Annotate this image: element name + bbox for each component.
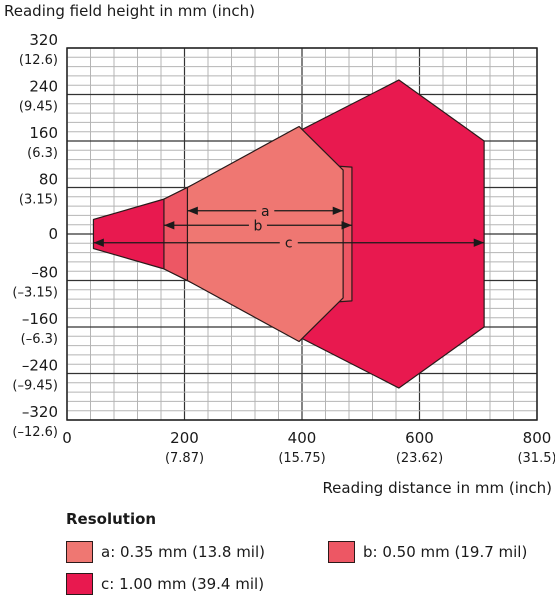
- y-tick-sublabel: (3.15): [19, 193, 58, 208]
- legend-swatch-c: [66, 573, 93, 595]
- legend-item-a: a: 0.35 mm (13.8 mil): [66, 541, 265, 563]
- dimension-label-b: b: [253, 218, 262, 234]
- legend-label-a: a: 0.35 mm (13.8 mil): [101, 543, 265, 561]
- y-tick-label: 160: [29, 124, 58, 142]
- y-tick-label: –80: [31, 264, 58, 282]
- y-axis-title: Reading field height in mm (inch): [4, 2, 255, 20]
- y-tick-label: 0: [48, 225, 58, 243]
- chart-canvas: ab c 320 (12.6) 240 (9.45) 160 (6.3) 80 (3.15) 0 –8…: [12, 31, 555, 466]
- x-tick-sublabel: (23.62): [396, 451, 443, 466]
- reading-field-a: [186, 125, 344, 343]
- legend-item-b: b: 0.50 mm (19.7 mil): [328, 541, 527, 563]
- y-tick-sublabel: (9.45): [19, 100, 58, 115]
- x-tick-sublabel: (7.87): [165, 451, 204, 466]
- y-tick-label: –240: [22, 357, 58, 375]
- y-tick-label: –320: [22, 403, 58, 421]
- y-tick-sublabel: (12.6): [19, 53, 58, 68]
- x-tick-label: 0: [62, 429, 72, 447]
- legend-title: Resolution: [66, 510, 157, 528]
- x-tick-label: 200: [170, 429, 199, 447]
- x-tick-sublabel: (15.75): [278, 451, 325, 466]
- legend-swatch-b: [328, 541, 355, 563]
- x-axis-title: Reading distance in mm (inch): [322, 479, 552, 497]
- legend-swatch-a: [66, 541, 93, 563]
- y-tick-sublabel: (–9.45): [12, 379, 58, 394]
- x-tick-label: 800: [523, 429, 552, 447]
- y-tick-label: 240: [29, 78, 58, 96]
- y-tick-sublabel: (–12.6): [12, 425, 58, 440]
- y-tick-sublabel: (6.3): [27, 146, 58, 161]
- y-tick-label: –160: [22, 310, 58, 328]
- x-tick-label: 600: [405, 429, 434, 447]
- dimension-label-c: c: [285, 236, 293, 252]
- x-tick-label: 400: [288, 429, 317, 447]
- plot-frame: [66, 47, 538, 421]
- legend-label-b: b: 0.50 mm (19.7 mil): [363, 543, 528, 561]
- y-tick-label: 320: [29, 31, 58, 49]
- x-tick-sublabel: (31.5): [517, 451, 555, 466]
- legend-label-c: c: 1.00 mm (39.4 mil): [101, 575, 265, 593]
- legend-item-c: c: 1.00 mm (39.4 mil): [66, 573, 264, 595]
- y-tick-label: 80: [39, 171, 58, 189]
- y-tick-sublabel: (–6.3): [21, 332, 58, 347]
- dimension-label-a: a: [261, 204, 270, 220]
- y-tick-sublabel: (–3.15): [12, 286, 58, 301]
